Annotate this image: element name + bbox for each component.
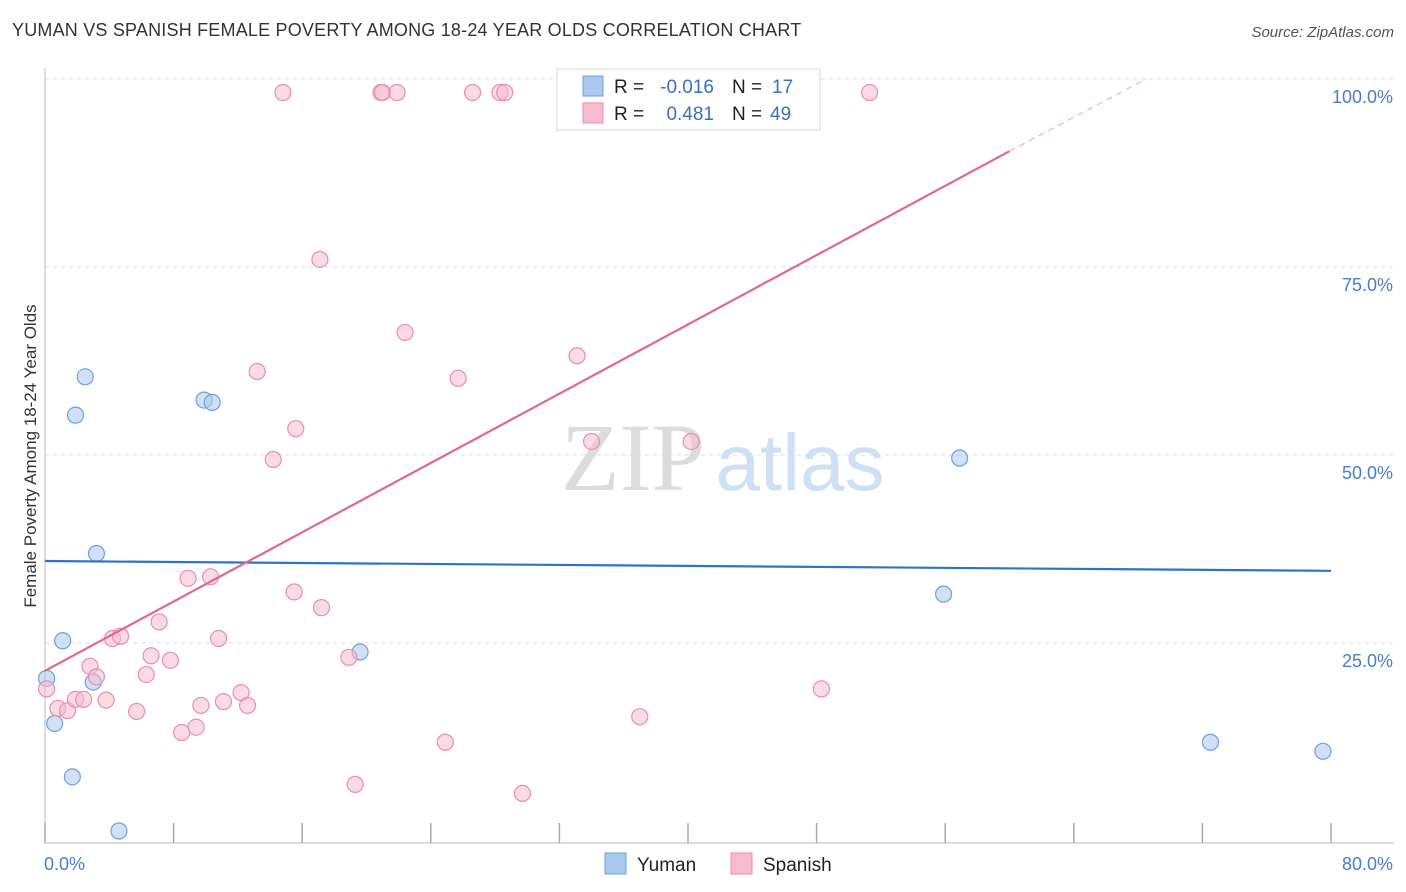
spanish-point-30 — [312, 599, 331, 617]
spanish-point-34 — [373, 83, 392, 102]
spanish-point-29 — [311, 250, 329, 269]
x-tick-label-0: 0.0% — [44, 854, 85, 874]
spanish-point-15 — [173, 723, 191, 742]
watermark-atlas: atlas — [716, 418, 885, 507]
yuman-point-1 — [46, 714, 64, 733]
spanish-point-13 — [150, 613, 168, 631]
bottom-swatch-spanish — [730, 852, 753, 875]
spanish-point-37 — [436, 733, 454, 751]
spanish-r-value: 0.481 — [666, 104, 714, 125]
yuman-point-8 — [110, 822, 128, 840]
spanish-point-20 — [210, 629, 228, 648]
spanish-point-48 — [861, 83, 879, 102]
yuman-point-10 — [203, 393, 221, 411]
spanish-point-6 — [87, 668, 106, 686]
watermark-zip: ZIP — [561, 404, 705, 511]
spanish-point-23 — [238, 696, 257, 715]
spanish-point-46 — [682, 432, 700, 451]
spanish-n-label: N = — [732, 104, 762, 125]
spanish-point-42 — [513, 784, 532, 803]
tick-labels: 100.0% 75.0% 50.0% 25.0% 0.0% 80.0% — [44, 87, 1393, 874]
spanish-point-38 — [449, 369, 467, 387]
y-tick-label-0: 100.0% — [1332, 87, 1393, 107]
yuman-point-13 — [951, 449, 969, 467]
series-legend: Yuman Spanish — [604, 852, 832, 876]
spanish-point-11 — [137, 665, 155, 684]
spanish-point-18 — [192, 696, 210, 715]
spanish-point-10 — [128, 702, 146, 721]
yuman-point-5 — [87, 544, 106, 563]
spanish-point-36 — [396, 323, 414, 342]
spanish-point-31 — [340, 648, 358, 666]
spanish-point-45 — [631, 708, 649, 726]
legend-swatch-yuman — [582, 75, 604, 97]
spanish-trend-extension — [1009, 78, 1147, 152]
spanish-point-27 — [285, 583, 303, 601]
yuman-point-12 — [934, 585, 953, 603]
spanish-point-7 — [97, 691, 115, 709]
spanish-point-35 — [388, 83, 406, 102]
stats-legend: R = -0.016 N = 17 R = 0.481 N = 49 — [556, 68, 821, 131]
yuman-r-label: R = — [614, 77, 644, 98]
y-axis-label: Female Poverty Among 18-24 Year Olds — [21, 304, 40, 607]
legend-label-yuman: Yuman — [637, 855, 696, 876]
spanish-point-17 — [187, 718, 205, 736]
x-tick-label-1: 80.0% — [1342, 854, 1393, 874]
source-credit: Source: ZipAtlas.com — [1251, 24, 1394, 41]
spanish-point-16 — [179, 569, 197, 587]
spanish-point-39 — [463, 83, 482, 102]
yuman-point-2 — [54, 632, 72, 650]
yuman-point-15 — [1314, 742, 1332, 760]
trend-lines — [44, 78, 1332, 672]
yuman-point-3 — [66, 406, 85, 424]
spanish-point-25 — [264, 450, 282, 469]
spanish-r-label: R = — [614, 104, 644, 125]
spanish-point-21 — [214, 693, 233, 711]
spanish-point-32 — [346, 775, 364, 793]
spanish-point-28 — [287, 420, 305, 438]
yuman-n-label: N = — [732, 77, 762, 98]
yuman-point-4 — [76, 368, 94, 386]
spanish-point-12 — [142, 647, 160, 665]
grid-lines — [45, 78, 1394, 644]
yuman-point-14 — [1201, 733, 1220, 751]
spanish-trend-line — [44, 150, 1011, 672]
y-tick-label-1: 75.0% — [1342, 275, 1393, 295]
chart-title: YUMAN VS SPANISH FEMALE POVERTY AMONG 18… — [12, 20, 802, 40]
axes — [44, 68, 1394, 844]
spanish-point-26 — [274, 83, 292, 102]
spanish-point-4 — [74, 690, 93, 709]
yuman-n-value: 17 — [772, 77, 793, 98]
spanish-point-0 — [38, 680, 56, 698]
watermark: ZIP atlas — [561, 404, 884, 511]
spanish-n-value: 49 — [770, 104, 791, 125]
legend-swatch-spanish — [582, 102, 604, 124]
spanish-point-24 — [248, 362, 266, 381]
yuman-point-7 — [63, 768, 81, 786]
y-tick-label-2: 50.0% — [1342, 463, 1393, 483]
spanish-point-44 — [582, 432, 601, 451]
yuman-r-value: -0.016 — [660, 77, 714, 98]
spanish-point-47 — [812, 680, 831, 698]
legend-label-spanish: Spanish — [763, 855, 832, 876]
bottom-swatch-yuman — [604, 852, 627, 875]
spanish-points — [38, 83, 879, 803]
yuman-trend-line — [44, 559, 1332, 572]
spanish-point-43 — [568, 347, 586, 365]
spanish-point-41 — [496, 83, 514, 102]
spanish-point-14 — [161, 651, 179, 669]
y-tick-label-3: 25.0% — [1342, 651, 1393, 671]
